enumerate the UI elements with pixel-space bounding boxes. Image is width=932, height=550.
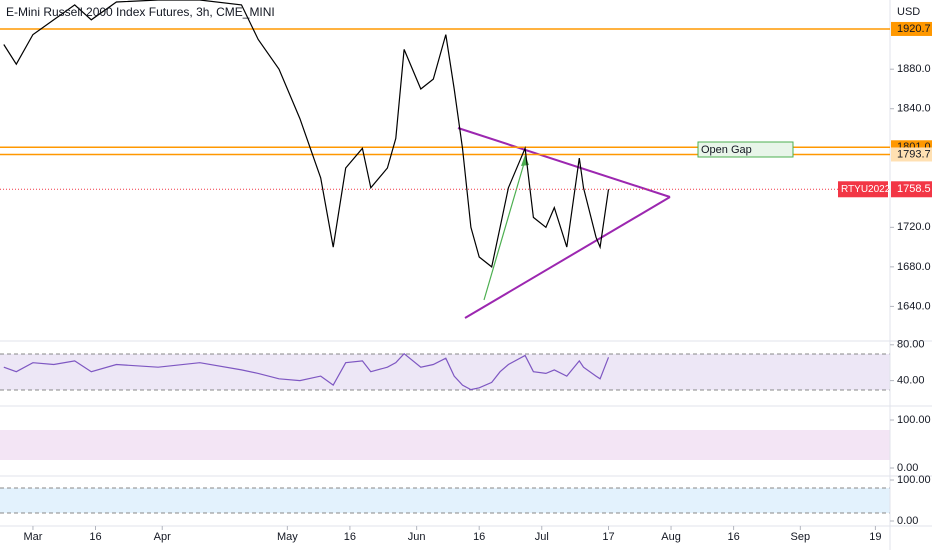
y-tick-label: 100.00 <box>897 474 931 486</box>
y-tick-label: 100.00 <box>897 414 931 426</box>
x-tick-label: 19 <box>869 531 881 543</box>
x-tick-label: Jun <box>408 531 426 543</box>
arrow <box>483 159 526 301</box>
stoch2-band <box>0 488 890 513</box>
level-tag <box>891 21 932 36</box>
level-label: 1793.7 <box>897 148 931 160</box>
last-price-label: 1758.5 <box>897 183 931 195</box>
y-tick-label: 0.00 <box>897 515 918 527</box>
y-tick-label: 1720.0 <box>897 221 931 233</box>
series-line <box>3 0 610 268</box>
stoch-band <box>0 430 890 460</box>
y-tick-label: 1680.0 <box>897 261 931 273</box>
series-line <box>3 352 610 391</box>
y-tick-label: 1640.0 <box>897 300 931 312</box>
currency: USD <box>897 6 920 18</box>
chart-title: E-Mini Russell 2000 Index Futures, 3h, C… <box>6 5 275 19</box>
x-tick-label: May <box>277 531 298 543</box>
x-tick-label: Apr <box>154 531 171 543</box>
annotation-box <box>697 141 794 158</box>
x-tick-label: 16 <box>727 531 739 543</box>
x-tick-label: Mar <box>23 531 42 543</box>
x-tick-label: 16 <box>473 531 485 543</box>
y-tick-label: 80.00 <box>897 339 925 351</box>
rsi-band <box>0 354 890 390</box>
y-tick-label: 1880.0 <box>897 63 931 75</box>
annotation: Open Gap <box>701 144 752 156</box>
trendline <box>464 196 671 319</box>
x-tick-label: 16 <box>89 531 101 543</box>
y-tick-label: 40.00 <box>897 375 925 387</box>
series-name: RTYU2022 <box>841 184 891 195</box>
x-tick-label: Sep <box>791 531 811 543</box>
series-tag <box>838 181 888 198</box>
level-tag <box>891 147 932 162</box>
y-tick-label: 1840.0 <box>897 103 931 115</box>
y-tick-label: 0.00 <box>897 462 918 474</box>
x-tick-label: 16 <box>344 531 356 543</box>
x-tick-label: Aug <box>661 531 681 543</box>
x-tick-label: 17 <box>602 531 614 543</box>
level-label: 1920.7 <box>897 23 931 35</box>
trendline <box>457 127 671 198</box>
price-tag <box>891 181 932 198</box>
x-tick-label: Jul <box>535 531 549 543</box>
